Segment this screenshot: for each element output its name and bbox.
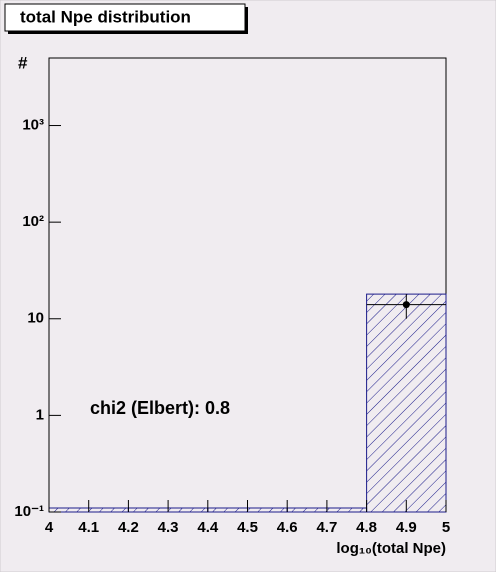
- title-box: [4, 3, 246, 32]
- x-axis-label: log₁₀(total Npe): [336, 540, 446, 557]
- bar: [366, 293, 447, 513]
- x-tick-label: 5: [442, 519, 450, 536]
- x-tick-label: 4.3: [158, 519, 179, 536]
- data-point: [402, 301, 410, 309]
- chart-title: total Npe distribution: [20, 7, 191, 26]
- y-tick-label: 10⁻¹: [14, 503, 44, 520]
- y-tick-label: 1: [36, 406, 44, 423]
- x-tick-label: 4.4: [197, 519, 219, 536]
- annotation: chi2 (Elbert): 0.8: [90, 398, 230, 418]
- x-tick-label: 4.6: [277, 519, 298, 536]
- x-tick-label: 4.8: [356, 519, 377, 536]
- x-tick-label: 4.7: [316, 519, 337, 536]
- y-tick-label: 10²: [22, 213, 44, 230]
- y-tick-label: 10³: [22, 117, 44, 134]
- x-tick-label: 4.5: [237, 519, 258, 536]
- y-axis-label: #: [18, 53, 28, 72]
- x-tick-label: 4.2: [118, 519, 139, 536]
- x-tick-label: 4: [45, 519, 54, 536]
- x-tick-label: 4.1: [78, 519, 99, 536]
- x-tick-label: 4.9: [396, 519, 417, 536]
- y-tick-label: 10: [27, 310, 44, 327]
